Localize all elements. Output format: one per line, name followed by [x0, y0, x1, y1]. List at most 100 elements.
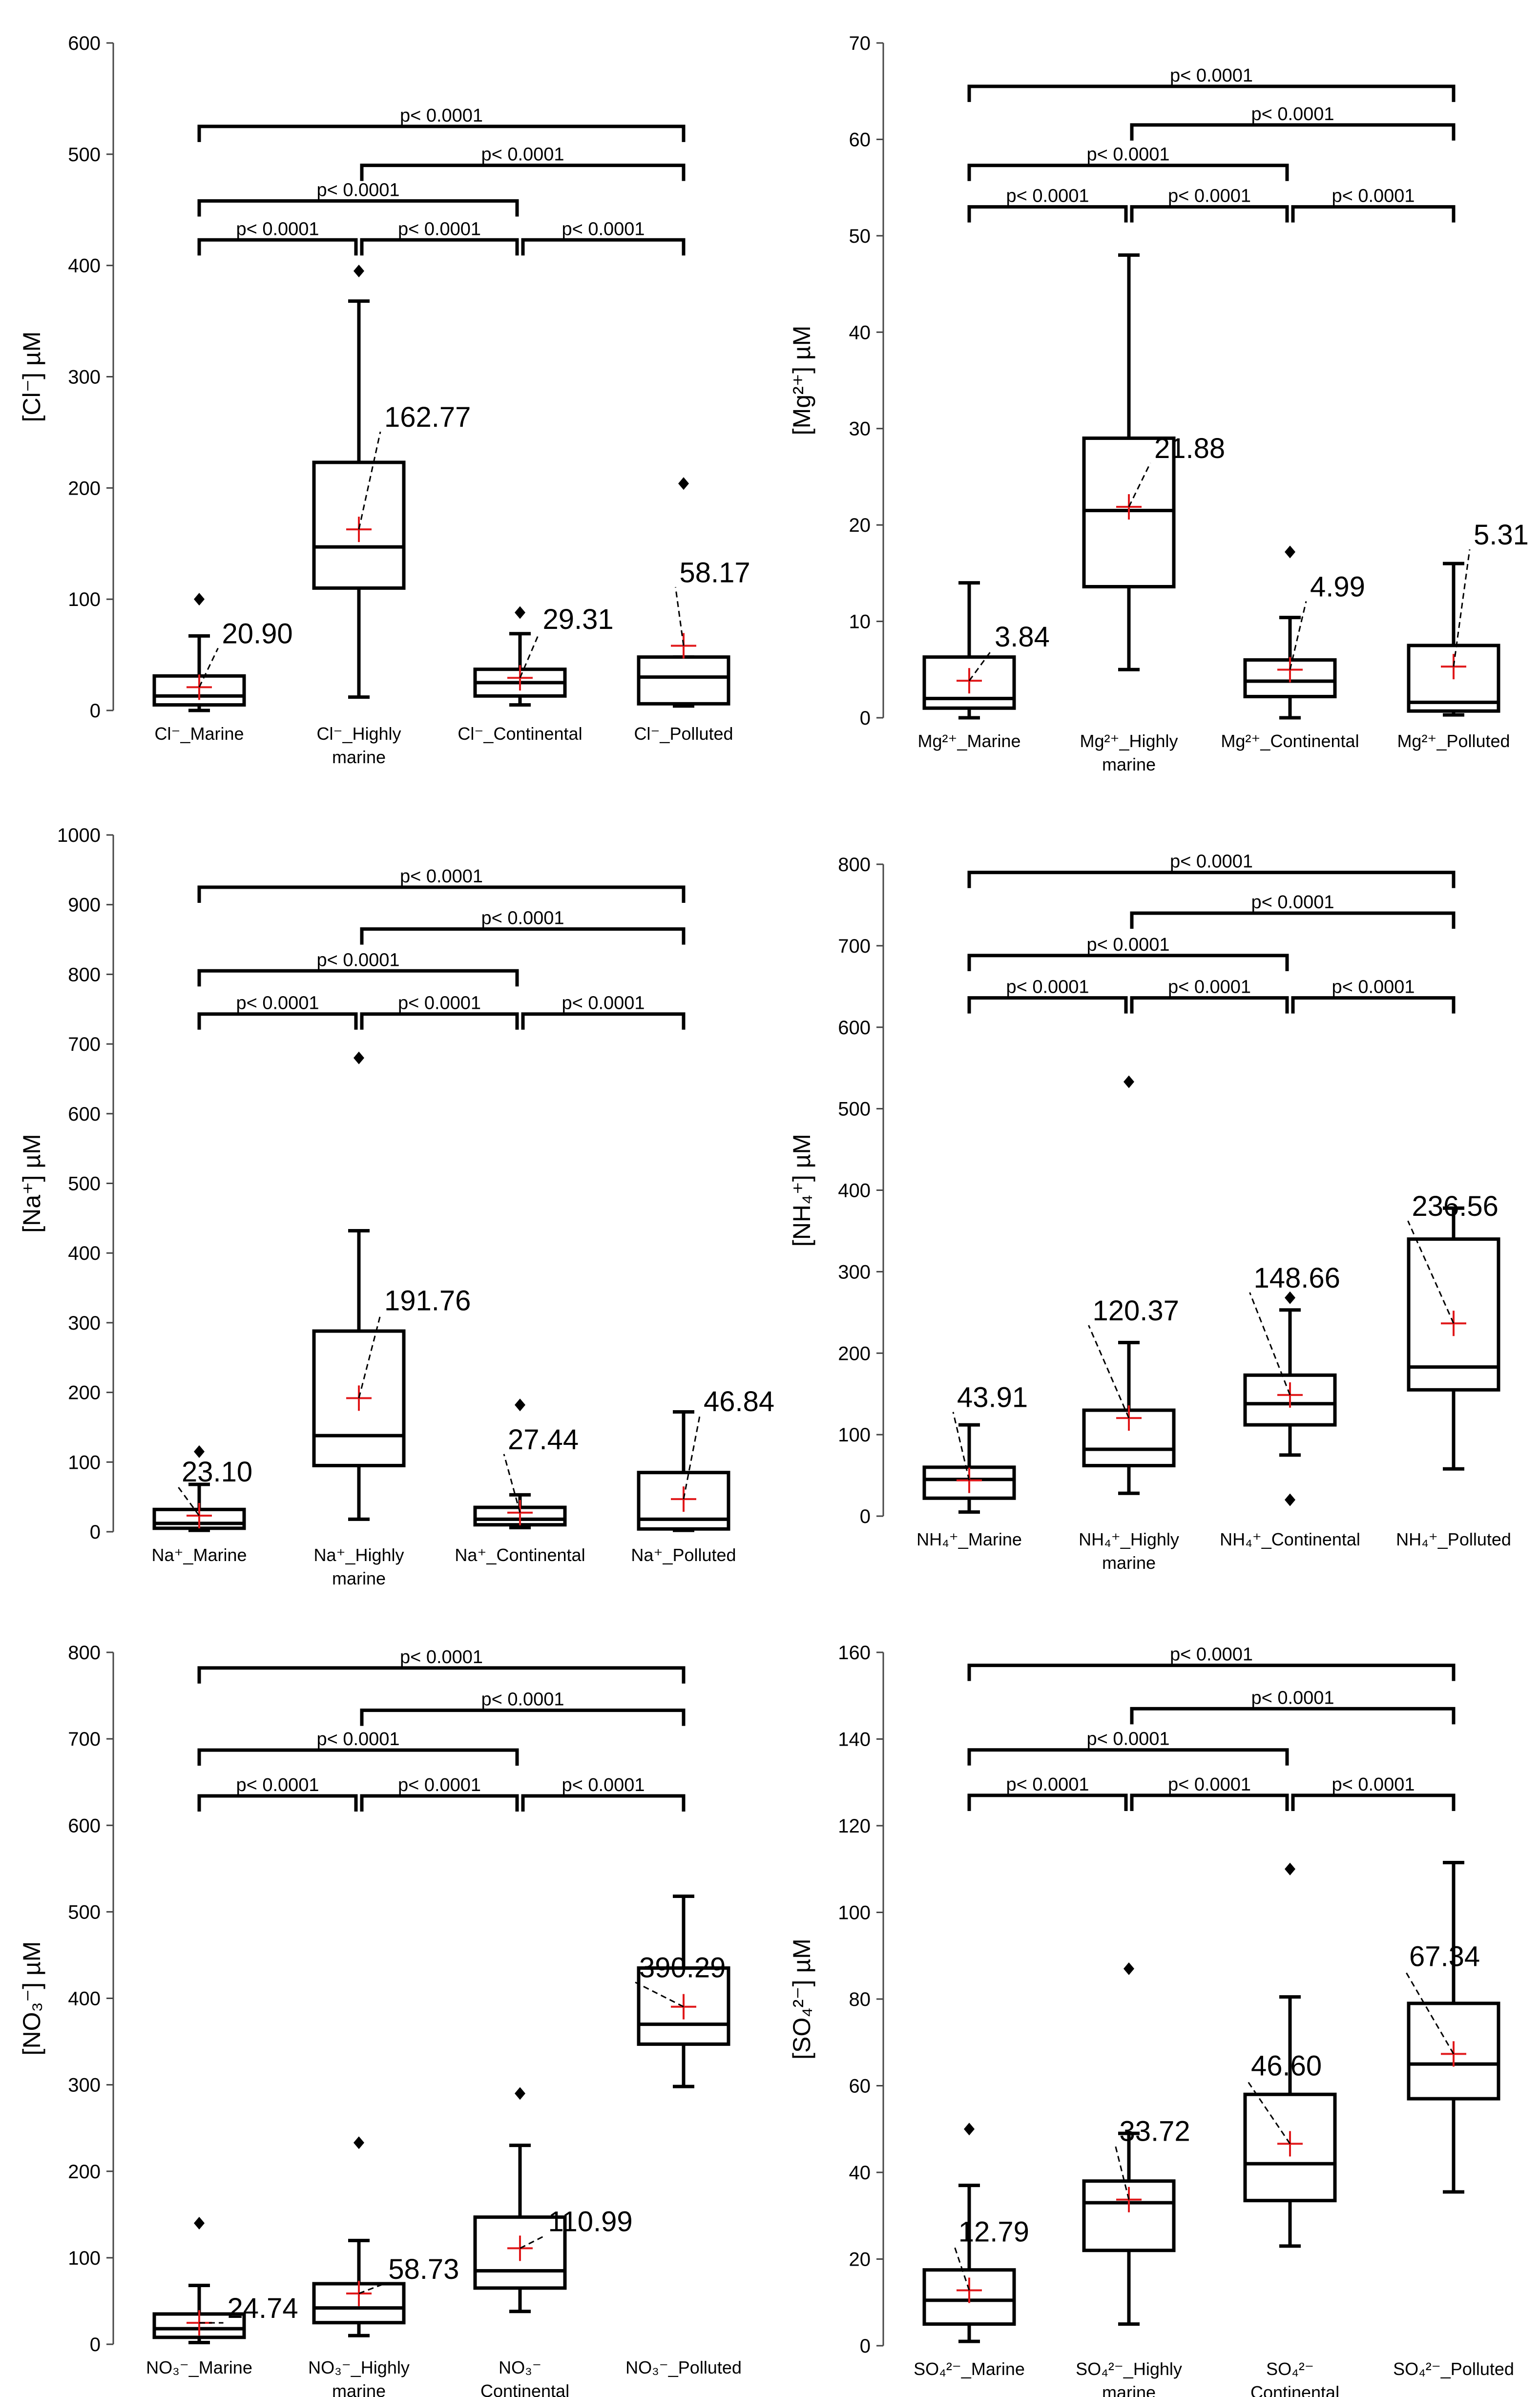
outlier-point — [1285, 1862, 1295, 1876]
category-label: Cl⁻_Marine — [154, 724, 244, 744]
significance-bracket — [967, 996, 1128, 1014]
category-label: marine — [1102, 754, 1156, 774]
box-1: 21.88 — [1082, 253, 1225, 671]
box-0: 3.84 — [922, 581, 1050, 720]
y-tick-label: 600 — [838, 1017, 871, 1039]
significance-label: p< 0.0001 — [316, 1729, 399, 1750]
y-tick-label: 400 — [838, 1180, 871, 1202]
significance-bracket — [360, 1794, 519, 1812]
significance-label: p< 0.0001 — [481, 145, 564, 165]
significance-bracket — [1130, 1793, 1289, 1811]
significance-bracket — [1291, 205, 1456, 223]
mean-leader-line — [520, 2235, 545, 2249]
category-label: Cl⁻_Highly — [316, 724, 401, 744]
mean-label: 12.79 — [958, 2216, 1029, 2248]
significance-label: p< 0.0001 — [1251, 104, 1334, 125]
y-tick-label: 700 — [68, 1729, 101, 1750]
significance-label: p< 0.0001 — [1168, 977, 1251, 998]
significance-label: p< 0.0001 — [236, 1775, 319, 1795]
y-tick-label: 100 — [68, 2248, 101, 2269]
panel-sulfate: 0 20 40 60 80 100 120 140 160 [SO₄²⁻] µM 12.79 33.7… — [770, 1598, 1540, 2397]
y-tick-label: 140 — [838, 1729, 871, 1751]
mean-label: 46.60 — [1251, 2050, 1322, 2082]
y-axis-label: [Na⁺] µM — [18, 1134, 45, 1232]
significance-bracket — [360, 1012, 519, 1030]
significance-label: p< 0.0001 — [400, 105, 483, 126]
significance-label: p< 0.0001 — [316, 180, 399, 201]
mean-leader-line — [1404, 1970, 1455, 2055]
panel-ammonium: 0 100 200 300 400 500 600 700 800 [NH₄⁺] µM 43.91 1… — [770, 799, 1540, 1598]
y-tick-label: 160 — [838, 1642, 871, 1664]
mean-label: 236.56 — [1412, 1190, 1498, 1222]
significance-label: p< 0.0001 — [481, 908, 564, 929]
significance-label: p< 0.0001 — [1251, 1688, 1334, 1708]
significance-label: p< 0.0001 — [1332, 1774, 1415, 1795]
y-tick-label: 40 — [849, 322, 871, 343]
category-label: NH₄⁺_Marine — [916, 1529, 1022, 1549]
significance-bracket — [360, 1709, 686, 1726]
category-label: Mg²⁺_Continental — [1221, 731, 1359, 751]
significance-bracket — [197, 1012, 358, 1030]
significance-bracket — [1291, 996, 1456, 1014]
significance-label: p< 0.0001 — [400, 866, 483, 887]
y-tick-label: 200 — [68, 1382, 101, 1404]
y-axis-label: [NH₄⁺] µM — [788, 1134, 815, 1247]
y-tick-label: 600 — [68, 1104, 101, 1125]
chart-svg: 0 100 200 300 400 500 600 700 800 [NH₄⁺] µM 43.91 1… — [788, 852, 1511, 1573]
significance-bracket — [967, 84, 1456, 102]
y-tick-label: 800 — [68, 964, 101, 985]
significance-bracket — [360, 164, 686, 181]
panel-chloride: 0 100 200 300 400 500 600 [Cl⁻] µM 20.90 162.77 29… — [0, 0, 770, 799]
mean-label: 5.31 — [1474, 519, 1529, 551]
significance-label: p< 0.0001 — [1006, 186, 1089, 207]
box-2: 46.60 — [1243, 1862, 1337, 2248]
significance-label: p< 0.0001 — [398, 1775, 481, 1795]
category-label: Na⁺_Marine — [151, 1545, 247, 1565]
mean-label: 23.10 — [182, 1456, 252, 1488]
category-label: _Continental — [470, 2381, 569, 2397]
significance-bracket — [1130, 1707, 1456, 1725]
mean-label: 24.74 — [228, 2293, 298, 2324]
significance-label: p< 0.0001 — [1170, 1645, 1253, 1665]
outlier-point — [515, 606, 525, 619]
category-label: SO₄²⁻ — [1266, 2359, 1314, 2379]
significance-label: p< 0.0001 — [1006, 1774, 1089, 1795]
mean-leader-line — [1407, 1220, 1455, 1324]
category-label: marine — [332, 1568, 386, 1588]
significance-label: p< 0.0001 — [400, 1647, 483, 1667]
y-tick-label: 0 — [860, 708, 871, 729]
significance-bracket — [967, 1664, 1456, 1681]
y-tick-label: 600 — [68, 33, 101, 54]
outlier-point — [964, 2123, 975, 2136]
y-tick-label: 800 — [68, 1642, 101, 1664]
box-0: 43.91 — [922, 1382, 1028, 1514]
panel-nitrate: 0 100 200 300 400 500 600 700 800 [NO₃⁻] µM 24.74 5… — [0, 1598, 770, 2397]
significance-label: p< 0.0001 — [1086, 145, 1169, 165]
y-tick-label: 500 — [68, 144, 101, 166]
outlier-point — [515, 2087, 525, 2100]
box-3: 5.31 — [1407, 519, 1529, 717]
y-tick-label: 0 — [90, 1522, 101, 1543]
category-label: SO₄²⁻_Marine — [914, 2359, 1025, 2379]
significance-label: p< 0.0001 — [562, 993, 645, 1014]
mean-leader-line — [954, 2246, 970, 2291]
mean-leader-line — [1453, 549, 1471, 667]
y-tick-label: 100 — [838, 1902, 871, 1924]
y-axis-label: [Mg²⁺] µM — [788, 326, 815, 436]
outlier-point — [678, 477, 689, 490]
y-tick-label: 0 — [860, 2335, 871, 2357]
significance-bracket — [197, 125, 686, 142]
mean-leader-line — [177, 1486, 200, 1516]
box-3: 67.34 — [1404, 1860, 1500, 2194]
significance-label: p< 0.0001 — [1251, 892, 1334, 913]
box-2: 27.44 — [473, 1398, 579, 1529]
chart-svg: 0 100 200 300 400 500 600 700 800 [NO₃⁻] µM 24.74 5… — [18, 1642, 742, 2397]
mean-label: 191.76 — [384, 1285, 471, 1316]
significance-bracket — [521, 1794, 686, 1812]
category-label: SO₄²⁻_Polluted — [1393, 2359, 1514, 2379]
significance-bracket — [967, 1793, 1128, 1811]
y-tick-label: 100 — [68, 589, 101, 610]
mean-leader-line — [683, 1416, 701, 1500]
mean-label: 58.17 — [680, 557, 750, 588]
mean-label: 46.84 — [704, 1386, 774, 1417]
